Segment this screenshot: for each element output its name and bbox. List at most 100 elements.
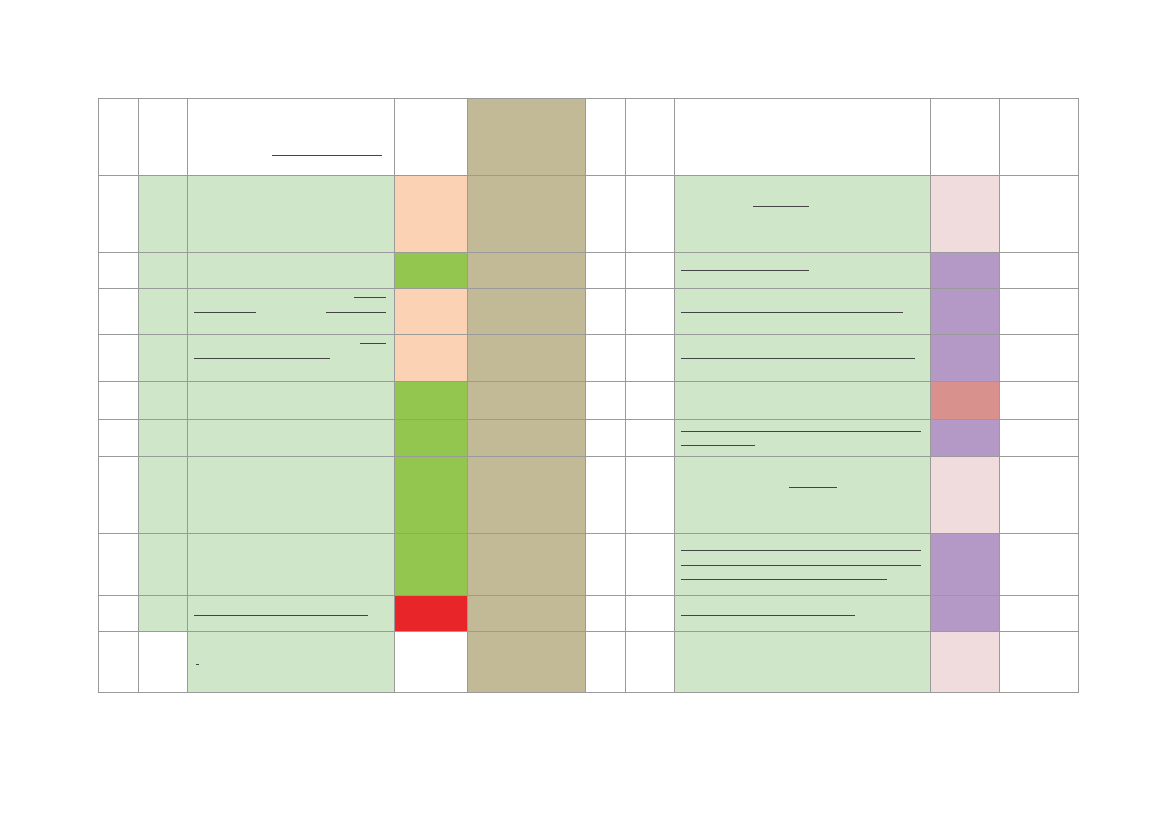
table-cell — [674, 456, 931, 534]
table-cell — [930, 334, 1000, 382]
table-cell — [585, 595, 626, 632]
table-cell — [930, 252, 1000, 289]
table-cell — [467, 419, 586, 457]
table-cell — [187, 175, 395, 253]
table-cell — [187, 334, 395, 382]
table-cell — [187, 631, 395, 693]
table-cell — [625, 419, 675, 457]
table-row — [98, 288, 1079, 335]
table-cell — [138, 175, 188, 253]
text-underline — [789, 487, 837, 488]
text-underline — [194, 358, 330, 359]
table-cell — [585, 175, 626, 253]
table-cell — [930, 456, 1000, 534]
table-cell — [467, 595, 586, 632]
table-cell — [585, 98, 626, 176]
table-cell — [394, 334, 468, 382]
table-cell — [999, 334, 1079, 382]
table-cell — [138, 98, 188, 176]
table-cell — [138, 381, 188, 420]
table-cell — [999, 456, 1079, 534]
table-cell — [394, 595, 468, 632]
table-cell — [930, 533, 1000, 596]
table-cell — [674, 334, 931, 382]
text-underline — [354, 297, 386, 298]
text-underline — [681, 312, 903, 313]
table-cell — [674, 175, 931, 253]
table-cell — [138, 456, 188, 534]
table-cell — [187, 595, 395, 632]
table-cell — [394, 175, 468, 253]
table-cell — [138, 631, 188, 693]
table-cell — [98, 419, 139, 457]
table-cell — [999, 631, 1079, 693]
table-cell — [394, 381, 468, 420]
table-cell — [138, 595, 188, 632]
table-cell — [467, 98, 586, 176]
text-underline — [681, 565, 921, 566]
table-cell — [467, 288, 586, 335]
text-underline — [196, 664, 199, 665]
table-cell — [394, 252, 468, 289]
table-cell — [674, 252, 931, 289]
table-body — [98, 98, 1079, 693]
table-cell — [674, 98, 931, 176]
text-underline — [681, 358, 915, 359]
table-cell — [999, 288, 1079, 335]
table-cell — [98, 533, 139, 596]
table-cell — [98, 456, 139, 534]
table-cell — [187, 98, 395, 176]
table-cell — [187, 288, 395, 335]
table-cell — [625, 595, 675, 632]
table-row — [98, 252, 1079, 289]
table-cell — [394, 631, 468, 693]
table-cell — [999, 381, 1079, 420]
table-cell — [930, 631, 1000, 693]
table-row — [98, 381, 1079, 420]
table-cell — [585, 419, 626, 457]
table-cell — [930, 288, 1000, 335]
text-underline — [360, 343, 386, 344]
table-cell — [467, 334, 586, 382]
table-cell — [930, 175, 1000, 253]
table-cell — [138, 252, 188, 289]
table-cell — [98, 381, 139, 420]
table-cell — [999, 175, 1079, 253]
table-cell — [138, 288, 188, 335]
table-cell — [625, 334, 675, 382]
table-cell — [467, 381, 586, 420]
table-cell — [98, 98, 139, 176]
text-underline — [681, 445, 755, 446]
table-cell — [98, 252, 139, 289]
table-cell — [187, 419, 395, 457]
table-cell — [98, 334, 139, 382]
text-underline — [681, 615, 855, 616]
text-underline — [194, 615, 368, 616]
table-cell — [467, 252, 586, 289]
table-row — [98, 595, 1079, 632]
table-cell — [674, 288, 931, 335]
table-cell — [625, 631, 675, 693]
table-cell — [187, 381, 395, 420]
table-cell — [187, 533, 395, 596]
table-cell — [585, 288, 626, 335]
text-underline — [681, 579, 887, 580]
table-cell — [394, 456, 468, 534]
table-cell — [674, 631, 931, 693]
table-cell — [625, 381, 675, 420]
table-cell — [999, 252, 1079, 289]
table-row — [98, 419, 1079, 457]
text-underline — [681, 270, 809, 271]
table-row — [98, 631, 1079, 693]
table-cell — [625, 98, 675, 176]
table-cell — [674, 533, 931, 596]
table-cell — [625, 456, 675, 534]
content-table — [98, 98, 1079, 693]
table-row — [98, 334, 1079, 382]
table-cell — [999, 533, 1079, 596]
table-cell — [625, 175, 675, 253]
table-cell — [930, 419, 1000, 457]
table-row — [98, 175, 1079, 253]
table-cell — [930, 381, 1000, 420]
table-cell — [467, 175, 586, 253]
